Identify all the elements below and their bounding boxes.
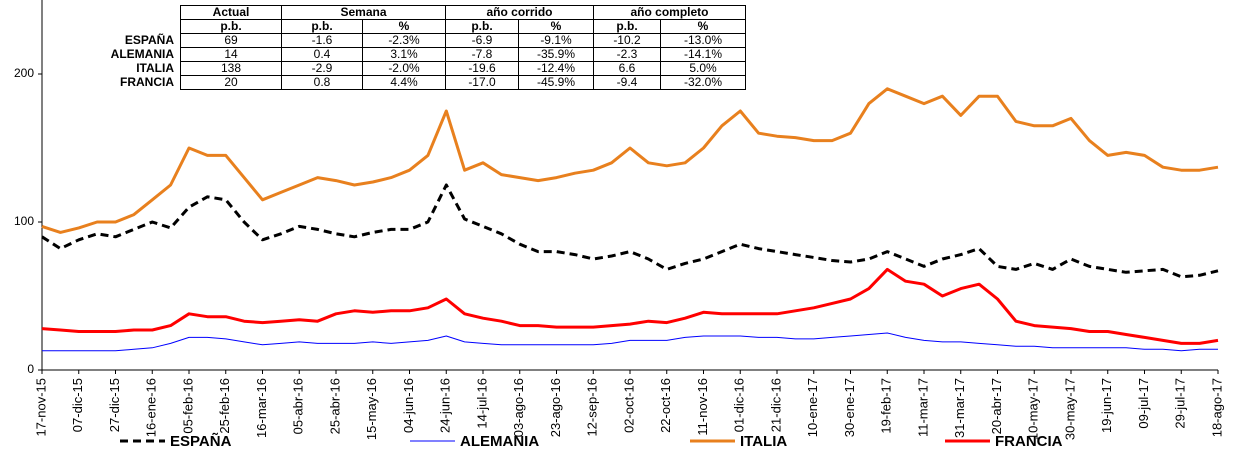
x-tick-label: 23-ago-16 (548, 378, 563, 437)
cell: -14.1% (660, 47, 746, 62)
x-tick-label: 10-may-17 (1026, 378, 1041, 440)
series-line (42, 332, 1218, 352)
cell: -9.1% (518, 33, 594, 48)
legend-label: ALEMANIA (460, 433, 539, 450)
cell: -12.4% (518, 61, 594, 76)
x-tick-label: 19-feb-17 (879, 378, 894, 434)
table-corner (62, 6, 181, 20)
x-tick-label: 18-ago-17 (1209, 378, 1224, 437)
cell: 6.6 (593, 61, 661, 76)
summary-table: Actual Semana año corrido año completo p.b.… (62, 5, 746, 90)
x-tick-label: 31-mar-17 (952, 378, 967, 438)
legend-label: FRANCIA (995, 433, 1063, 450)
cell: -45.9% (518, 75, 594, 90)
sub-header: % (518, 19, 594, 34)
sub-header: p.b. (445, 19, 519, 34)
series-line (41, 87, 1219, 234)
x-tick-label: 22-oct-16 (658, 378, 673, 433)
cell: 4.4% (362, 75, 446, 90)
cell: 69 (180, 33, 282, 48)
x-tick-label: 24-jun-16 (438, 378, 453, 433)
row-label: ITALIA (136, 61, 174, 75)
x-tick-label: 14-jul-16 (474, 378, 489, 429)
table-corner (62, 20, 181, 34)
group-header: año corrido (445, 5, 594, 20)
y-tick-label: 100 (14, 214, 34, 228)
sub-header: p.b. (593, 19, 661, 34)
y-tick-label: 200 (14, 66, 34, 80)
sub-header: p.b. (180, 19, 282, 34)
cell: -13.0% (660, 33, 746, 48)
x-tick-label: 05-abr-16 (291, 378, 306, 434)
cell: -2.3 (593, 47, 661, 62)
x-tick-label: 09-jul-17 (1136, 378, 1151, 429)
cell: -1.6 (281, 33, 363, 48)
x-tick-label: 30-ene-17 (842, 378, 857, 437)
x-tick-label: 10-ene-17 (805, 378, 820, 437)
row-label: ESPAÑA (124, 33, 174, 47)
x-tick-label: 25-feb-16 (217, 378, 232, 434)
cell: -19.6 (445, 61, 519, 76)
cell: 5.0% (660, 61, 746, 76)
group-header: Semana (281, 5, 446, 20)
x-tick-label: 19-jun-17 (1099, 378, 1114, 433)
x-tick-label: 11-nov-16 (695, 378, 710, 436)
cell: -2.9 (281, 61, 363, 76)
legend-label: ITALIA (740, 433, 787, 450)
cell: 0.8 (281, 75, 363, 90)
series-line (41, 183, 1219, 279)
legend-label: ESPAÑA (170, 432, 232, 450)
sub-header: % (660, 19, 746, 34)
x-tick-label: 16-ene-16 (144, 378, 159, 437)
x-tick-label: 16-mar-16 (254, 378, 269, 438)
x-tick-label: 12-sep-16 (585, 378, 600, 437)
cell: 14 (180, 47, 282, 62)
x-tick-label: 11-mar-17 (915, 378, 930, 437)
x-tick-label: 02-oct-16 (621, 378, 636, 433)
cell: 3.1% (362, 47, 446, 62)
cell: -9.4 (593, 75, 661, 90)
x-tick-label: 20-abr-17 (989, 378, 1004, 434)
row-label: FRANCIA (120, 75, 174, 89)
group-header: Actual (180, 5, 282, 20)
cell: -35.9% (518, 47, 594, 62)
x-tick-label: 17-nov-15 (33, 378, 48, 437)
x-tick-label: 21-dic-16 (768, 378, 783, 432)
x-tick-label: 29-jul-17 (1173, 378, 1188, 429)
x-tick-label: 01-dic-16 (732, 378, 747, 432)
y-tick-label: 0 (27, 362, 34, 376)
cell: -17.0 (445, 75, 519, 90)
sub-header: p.b. (281, 19, 363, 34)
x-tick-label: 03-ago-16 (511, 378, 526, 437)
series-line (41, 267, 1219, 345)
cell: -32.0% (660, 75, 746, 90)
cell: -7.8 (445, 47, 519, 62)
sub-header: % (362, 19, 446, 34)
cell: -10.2 (593, 33, 661, 48)
x-tick-label: 07-dic-15 (70, 378, 85, 432)
x-tick-label: 15-may-16 (364, 378, 379, 440)
x-tick-label: 30-may-17 (1062, 378, 1077, 440)
cell: -2.3% (362, 33, 446, 48)
x-tick-label: 25-abr-16 (327, 378, 342, 434)
row-label: ALEMANIA (110, 47, 174, 61)
group-header: año completo (593, 5, 746, 20)
cell: -2.0% (362, 61, 446, 76)
cell: 138 (180, 61, 282, 76)
cell: -6.9 (445, 33, 519, 48)
x-tick-label: 04-jun-16 (401, 378, 416, 433)
x-tick-label: 27-dic-15 (107, 378, 122, 432)
cell: 0.4 (281, 47, 363, 62)
cell: 20 (180, 75, 282, 90)
x-tick-label: 05-feb-16 (180, 378, 195, 434)
